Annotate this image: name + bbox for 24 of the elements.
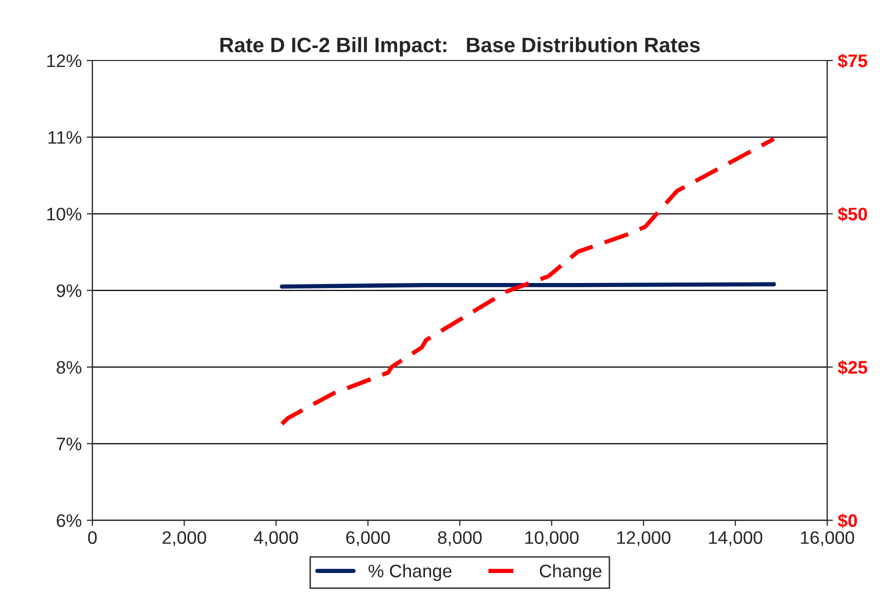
y-tick-label: 11% xyxy=(48,131,82,144)
y2-tick-label: $75 xyxy=(838,54,868,68)
x-tick-label: 10,000 xyxy=(525,531,579,546)
y2-tick-label: $25 xyxy=(838,360,868,375)
x-tick-label: 4,000 xyxy=(254,531,298,546)
x-tick-label: 0 xyxy=(88,531,97,544)
y-tick-label: 10% xyxy=(47,208,82,220)
chart-title: Rate D IC-2 Bill Impact: Base Distribution Rates xyxy=(220,37,700,56)
legend-label: % Change xyxy=(368,564,452,581)
x-tick-label: 6,000 xyxy=(346,531,390,546)
y-tick-label: 6% xyxy=(56,514,82,528)
x-tick-label: 16,000 xyxy=(800,531,854,546)
y2-tick-label: $0 xyxy=(838,513,857,528)
legend-label: Change xyxy=(540,564,602,581)
x-tick-label: 12,000 xyxy=(617,531,670,546)
y-tick-label: 8% xyxy=(56,360,82,374)
x-tick-label: 2,000 xyxy=(162,531,206,546)
y-tick-label: 7% xyxy=(56,438,82,450)
x-tick-label: 8,000 xyxy=(438,531,482,546)
y2-tick-label: $50 xyxy=(838,206,867,222)
y-tick-label: 9% xyxy=(56,284,82,298)
x-tick-label: 14,000 xyxy=(709,531,762,546)
line-series xyxy=(280,136,776,426)
y-tick-label: 12% xyxy=(47,54,82,68)
